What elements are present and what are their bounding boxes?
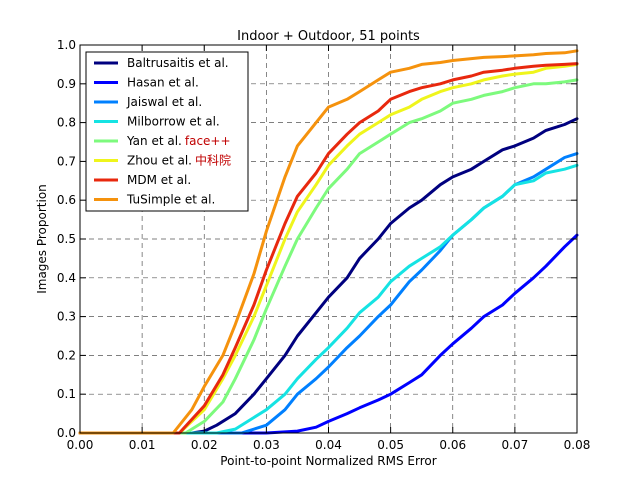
y-tick-label: 0.3: [57, 310, 76, 324]
series-group: [78, 49, 579, 435]
y-tick-label: 0.8: [57, 116, 76, 130]
axis-ticks: 0.00 0.01 0.02 0.03 0.04 0.05 0.06 0.07 0.08 0.0 0…: [57, 38, 590, 452]
chart-title: Indoor + Outdoor, 51 points: [237, 29, 420, 44]
legend-box: [85, 51, 249, 212]
legend-label-8: TuSimple et al.: [126, 193, 215, 207]
y-tick-label: 0.9: [57, 77, 76, 91]
x-tick-label: 0.03: [253, 438, 280, 452]
legend: Baltrusaitis et al. Hasan et al. Jaiswal e…: [85, 51, 249, 212]
x-tick-label: 0.01: [129, 438, 156, 452]
x-tick-label: 0.08: [564, 438, 591, 452]
x-tick-label: 0.05: [377, 438, 404, 452]
legend-label-1: Baltrusaitis et al.: [127, 56, 229, 70]
legend-label-2: Hasan et al.: [127, 76, 199, 90]
x-tick-label: 0.02: [191, 438, 218, 452]
x-tick-label: 0.07: [502, 438, 529, 452]
series-line-2: [78, 233, 579, 435]
x-tick-label: 0.06: [439, 438, 466, 452]
y-tick-label: 0.4: [57, 271, 76, 285]
legend-label-6: Zhou et al.: [127, 154, 192, 168]
legend-label-3: Jaiswal et al.: [126, 95, 202, 109]
legend-label-7: MDM et al.: [127, 173, 191, 187]
series-line-6: [78, 62, 579, 435]
series-line-7: [78, 62, 579, 435]
y-axis-label: Images Proportion: [35, 184, 49, 294]
y-tick-label: 0.7: [57, 154, 76, 168]
x-axis-label: Point-to-point Normalized RMS Error: [220, 454, 436, 468]
y-tick-label: 0.0: [57, 426, 76, 440]
y-tick-label: 1.0: [57, 38, 76, 52]
series-line-1: [78, 117, 579, 435]
y-tick-label: 0.5: [57, 232, 76, 246]
y-tick-label: 0.6: [57, 193, 76, 207]
y-tick-label: 0.2: [57, 348, 76, 362]
y-tick-label: 0.1: [57, 387, 76, 401]
series-line-5: [78, 78, 579, 435]
series-line-4: [78, 163, 579, 435]
legend-label-4: Milborrow et al.: [127, 115, 220, 129]
x-tick-label: 0.04: [315, 438, 342, 452]
legend-note-5: face++: [185, 134, 231, 148]
series-line-8: [78, 49, 579, 435]
legend-note-6: 中科院: [195, 153, 231, 168]
x-tick-label: 0.00: [67, 438, 94, 452]
legend-label-5: Yan et al.: [126, 134, 182, 148]
